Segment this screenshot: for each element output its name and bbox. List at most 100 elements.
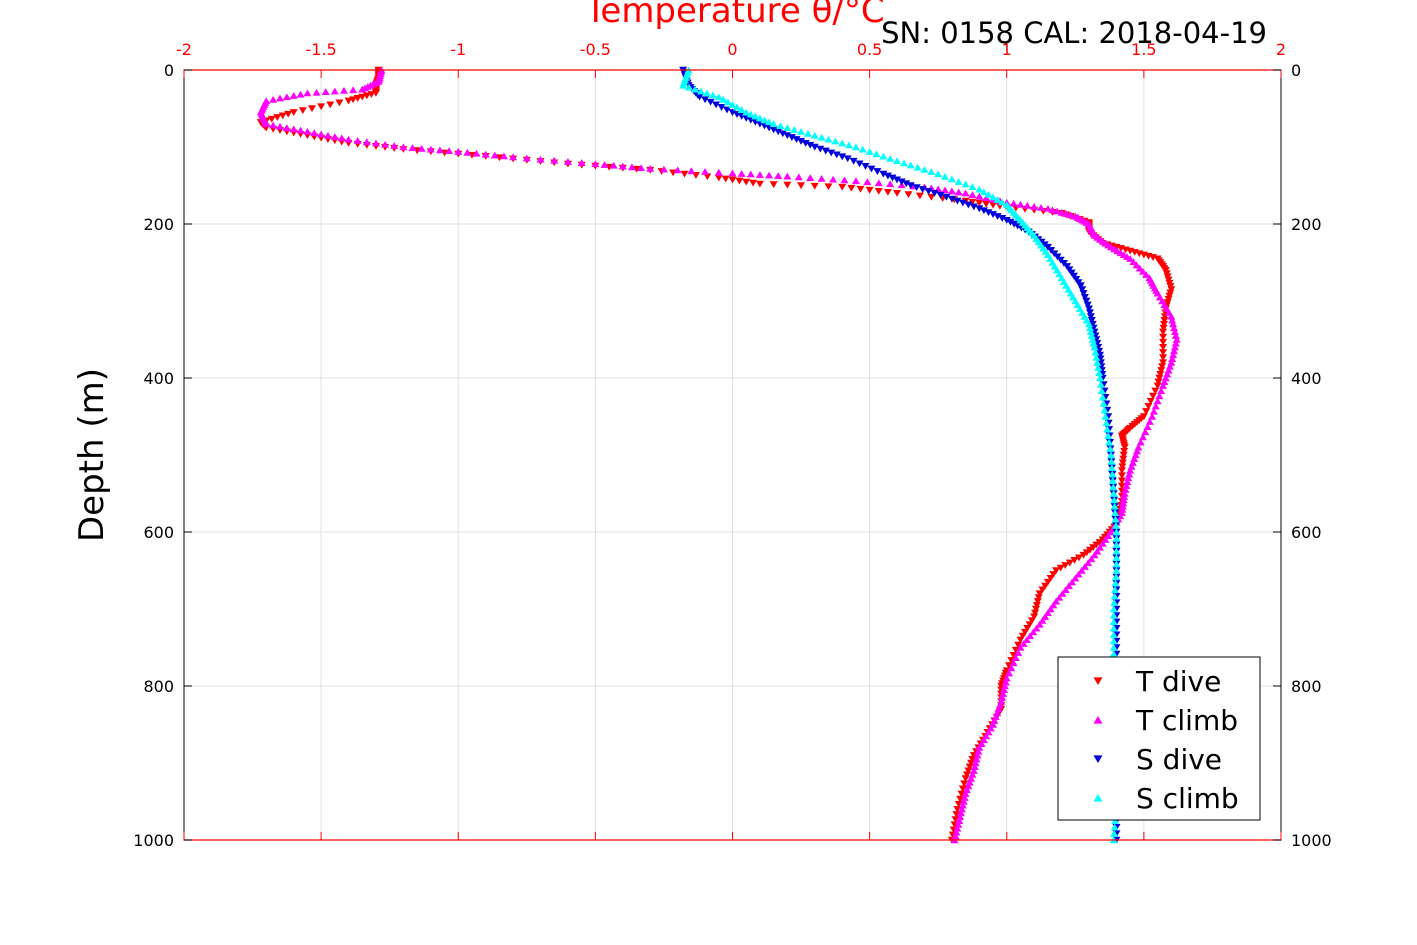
data-point-t-climb — [1155, 392, 1164, 400]
data-point-t-dive — [1021, 628, 1030, 636]
data-point-t-climb — [999, 690, 1008, 697]
data-point-s-climb — [845, 141, 854, 149]
x-tick-label: -1.5 — [306, 40, 337, 59]
data-point-t-dive — [989, 201, 998, 209]
data-point-t-climb — [358, 85, 367, 93]
data-point-t-climb — [262, 120, 271, 128]
data-point-t-climb — [975, 744, 984, 751]
data-point-t-climb — [1169, 320, 1178, 328]
data-point-s-dive — [993, 213, 1002, 220]
data-point-t-climb — [499, 152, 508, 160]
data-point-s-climb — [906, 161, 915, 169]
data-point-t-climb — [957, 809, 966, 817]
x-tick-label: 1 — [1002, 40, 1012, 59]
data-point-t-dive — [856, 185, 865, 193]
legend-box — [1057, 656, 1261, 821]
data-point-t-climb — [1171, 332, 1180, 339]
data-point-t-climb — [417, 144, 426, 152]
data-point-t-dive — [1018, 632, 1027, 640]
data-point-t-climb — [1071, 574, 1080, 582]
data-point-t-climb — [1032, 624, 1041, 632]
data-point-s-dive — [893, 176, 902, 184]
data-point-t-climb — [765, 171, 774, 179]
data-point-s-dive — [989, 211, 998, 218]
data-point-s-climb — [1086, 328, 1095, 335]
data-point-t-climb — [1026, 632, 1035, 640]
data-point-t-climb — [282, 93, 291, 101]
data-point-t-dive — [1049, 571, 1058, 578]
y-tick-label-right: 1000 — [1291, 831, 1332, 850]
data-point-t-climb — [1170, 324, 1179, 332]
data-point-t-dive — [721, 175, 730, 183]
data-point-t-dive — [1117, 467, 1126, 474]
data-point-s-climb — [913, 163, 922, 171]
data-point-s-climb — [1110, 823, 1119, 831]
data-point-s-climb — [1093, 359, 1102, 366]
data-point-s-climb — [1110, 592, 1119, 600]
y-tick-label-left: 600 — [143, 523, 174, 542]
data-point-t-dive — [1027, 617, 1036, 625]
data-point-s-climb — [691, 85, 700, 93]
data-point-s-climb — [1107, 457, 1116, 465]
data-point-t-dive — [1016, 636, 1025, 644]
data-point-t-climb — [971, 759, 980, 767]
data-point-s-climb — [975, 185, 984, 193]
data-point-t-climb — [955, 817, 964, 824]
data-point-s-dive — [855, 160, 864, 168]
data-point-t-climb — [1159, 382, 1168, 389]
data-point-s-climb — [1109, 618, 1118, 626]
data-point-s-climb — [719, 95, 728, 103]
data-point-t-climb — [1030, 202, 1039, 210]
data-point-s-dive — [801, 139, 810, 147]
data-point-s-climb — [886, 154, 895, 162]
data-point-t-climb — [1043, 205, 1052, 212]
data-point-t-dive — [783, 181, 792, 189]
data-point-s-dive — [942, 193, 951, 201]
data-point-s-climb — [1110, 829, 1119, 837]
data-point-s-dive — [806, 141, 815, 149]
data-point-s-climb — [817, 133, 826, 141]
data-point-t-climb — [563, 158, 572, 165]
data-point-s-climb — [1105, 438, 1114, 446]
data-point-t-climb — [1126, 466, 1135, 474]
data-point-t-climb — [1000, 686, 1009, 694]
data-point-t-dive — [1159, 320, 1168, 328]
data-point-t-climb — [463, 148, 472, 156]
data-point-t-climb — [1121, 486, 1130, 493]
data-point-t-climb — [728, 169, 737, 177]
data-point-s-climb — [1102, 419, 1111, 427]
y-tick-label-left: 400 — [143, 369, 174, 388]
data-point-s-dive — [1079, 290, 1088, 297]
data-point-s-dive — [936, 191, 945, 199]
data-point-t-climb — [390, 142, 399, 149]
series-layer — [256, 66, 1181, 844]
data-point-s-dive — [897, 178, 906, 186]
data-point-t-climb — [794, 173, 803, 181]
data-point-s-climb — [954, 178, 963, 185]
data-point-t-climb — [1118, 505, 1127, 513]
data-point-s-climb — [998, 198, 1007, 206]
data-point-t-dive — [915, 192, 924, 200]
data-point-t-climb — [1074, 570, 1083, 578]
data-point-t-climb — [1087, 555, 1096, 563]
data-point-s-climb — [746, 110, 755, 118]
data-point-s-climb — [765, 118, 774, 126]
data-point-t-climb — [289, 125, 298, 133]
data-point-t-climb — [618, 162, 627, 170]
data-point-t-dive — [982, 200, 991, 208]
data-point-s-climb — [1099, 400, 1108, 407]
data-point-s-climb — [1112, 554, 1121, 561]
data-point-s-climb — [824, 135, 833, 143]
data-point-s-climb — [1085, 320, 1094, 328]
data-point-t-dive — [1153, 382, 1162, 390]
data-point-s-climb — [1108, 477, 1117, 484]
y-tick-label-right: 600 — [1291, 523, 1322, 542]
data-point-t-climb — [1009, 199, 1018, 207]
data-point-s-climb — [1110, 496, 1119, 504]
data-point-s-dive — [1010, 220, 1019, 228]
y-tick-label-left: 0 — [164, 61, 174, 80]
data-point-s-climb — [1094, 364, 1103, 371]
data-point-t-climb — [1053, 207, 1062, 215]
data-point-t-climb — [399, 143, 408, 151]
data-point-s-climb — [1111, 817, 1120, 824]
